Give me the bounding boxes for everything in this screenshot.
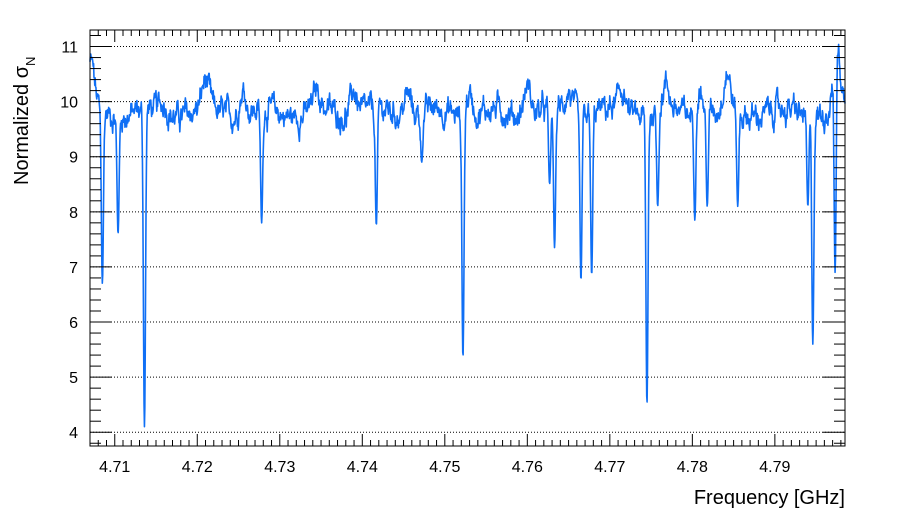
x-tick-label: 4.77	[594, 459, 625, 476]
x-tick-label: 4.75	[429, 459, 460, 476]
axes-layer	[89, 29, 846, 447]
y-axis-title-main: Normalized σ	[11, 65, 33, 185]
y-tick-label: 8	[69, 205, 78, 222]
y-tick-label: 5	[69, 370, 78, 387]
y-tick-label: 6	[69, 315, 78, 332]
y-tick-label: 7	[69, 260, 78, 277]
labels-layer: 4.71 4.72 4.73 4.74 4.75 4.76 4.77 4.78 4.79 4 5 6 7…	[60, 40, 790, 476]
y-axis-title-subscript: N	[23, 57, 38, 66]
x-tick-label: 4.78	[677, 459, 708, 476]
x-tick-label: 4.74	[347, 459, 378, 476]
series-line	[89, 43, 846, 428]
x-tick-label: 4.79	[759, 459, 790, 476]
y-tick-label: 11	[61, 40, 78, 57]
y-tick-label: 9	[69, 150, 78, 167]
series-layer	[89, 43, 846, 428]
x-tick-label: 4.71	[99, 459, 130, 476]
x-tick-label: 4.73	[264, 459, 295, 476]
y-tick-label: 10	[60, 95, 78, 112]
plot-frame	[89, 29, 846, 447]
y-axis-title: Normalized σN	[11, 57, 38, 185]
y-tick-label: 4	[69, 425, 78, 442]
x-axis-title: Frequency [GHz]	[694, 487, 845, 509]
x-tick-label: 4.76	[512, 459, 543, 476]
x-tick-label: 4.72	[182, 459, 213, 476]
